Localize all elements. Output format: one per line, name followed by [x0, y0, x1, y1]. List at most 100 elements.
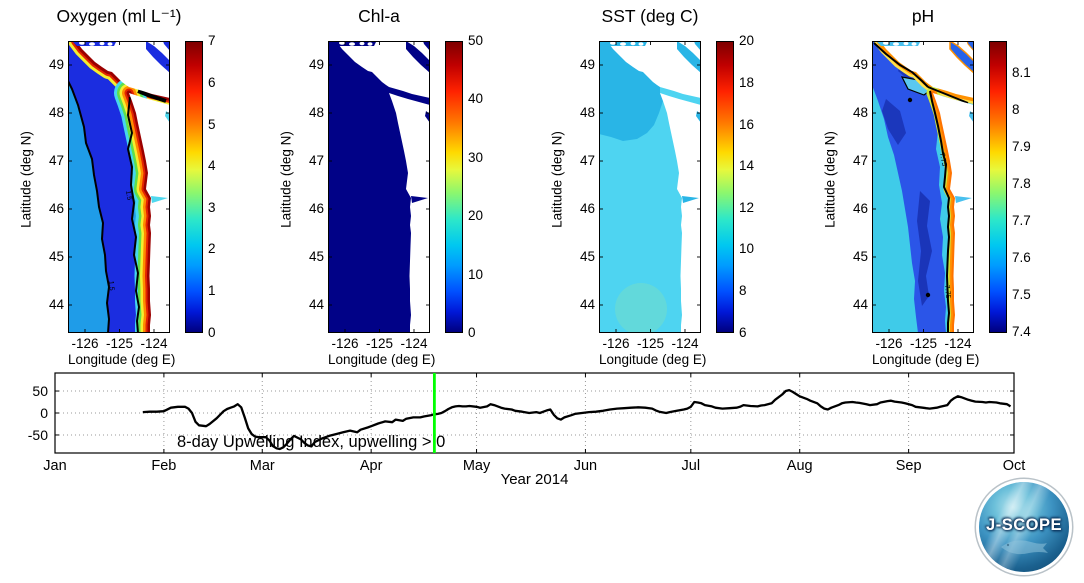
light-rays-art	[979, 482, 1069, 572]
ph-contour-7p75	[873, 42, 969, 333]
colorbar-tick-label: 6	[208, 74, 216, 90]
lon-tick-label: -125	[365, 336, 393, 351]
lat-tick-label: 47	[852, 153, 868, 168]
chla-heatmap	[328, 41, 430, 333]
lat-tick-label: 48	[48, 105, 64, 120]
map-ph: 7.75 7.75 49 48 47 46 45 44 -126 -125 -124	[853, 41, 974, 351]
panel-title-ph: pH	[911, 6, 935, 26]
plot-box	[54, 372, 1015, 454]
lon-tick-label: -126	[875, 336, 903, 351]
y-axis-label: Latitude (deg N)	[549, 131, 565, 228]
colorbar-tick-label: 8.1	[1012, 65, 1031, 81]
x-axis-label: Longitude (deg E)	[599, 352, 707, 367]
colorbar-tick-label: 50	[468, 33, 484, 48]
lat-tick-label: 49	[48, 57, 64, 72]
lon-tick-label: -126	[71, 336, 99, 351]
lon-tick-label: -124	[671, 336, 699, 351]
upwelling-annotation: 8-day Upwelling Index, upwelling > 0	[177, 433, 445, 451]
colorbar-tick-label: 7	[208, 33, 216, 48]
lon-tick-label: -126	[602, 336, 630, 351]
month-label: Feb	[151, 458, 176, 474]
y-tick-label: -50	[28, 427, 48, 443]
land-vancouver-island	[880, 41, 974, 98]
land-vancouver-island	[336, 41, 430, 98]
sst-warmer-patch	[615, 283, 667, 333]
lon-tick-label: -125	[636, 336, 664, 351]
lat-tick-label: 44	[48, 296, 64, 312]
colorbar-tick-label: 7.9	[1012, 139, 1031, 155]
land-mainland	[129, 93, 170, 333]
panel-title-oxygen: Oxygen (ml L⁻¹)	[56, 6, 182, 26]
colorbar-tick-label: 0	[208, 325, 216, 340]
jscope-logo-text: J-SCOPE	[986, 516, 1062, 534]
lat-tick-label: 44	[308, 296, 324, 312]
fish-icon	[1001, 540, 1048, 555]
colorbar-tick-label: 7.8	[1012, 176, 1031, 192]
lat-tick-label: 48	[308, 105, 324, 120]
jscope-logo-underwater-art: J-SCOPE	[979, 482, 1069, 572]
oxygen-contour-1p5	[68, 80, 141, 333]
map-panel-sst: SST (deg C) Latitude (deg N) 49 48 47 46 45 4…	[541, 0, 801, 370]
land-vancouver-island	[76, 41, 170, 98]
colorbar-tick-label: 12	[739, 199, 755, 215]
month-label: Jun	[574, 458, 597, 474]
x-axis-label: Longitude (deg E)	[68, 352, 176, 367]
lon-tick-label: -124	[400, 336, 428, 351]
lat-tick-label: 46	[579, 200, 595, 216]
map-panel-ph: pH Latitude (deg N)	[814, 0, 1074, 370]
colorbar-tick-label: 1	[208, 283, 216, 299]
colorbar-tick-label: 7.4	[1012, 324, 1031, 340]
y-axis-label: Latitude (deg N)	[18, 131, 34, 228]
map-sst: 49 48 47 46 45 44 -126 -125 -124	[580, 41, 701, 351]
lat-tick-label: 48	[852, 105, 868, 120]
lat-tick-label: 48	[579, 105, 595, 120]
panel-title-chla: Chl-a	[358, 6, 400, 26]
colorbar-tick-label: 0	[468, 325, 476, 340]
lat-tick-label: 46	[48, 200, 64, 216]
upwelling-index-line	[142, 388, 1012, 451]
strait-low-oxygen-band	[137, 89, 167, 103]
lat-tick-label: 49	[852, 57, 868, 72]
x-axis-label: Longitude (deg E)	[328, 352, 436, 367]
land-mainland	[389, 93, 430, 333]
contour-label: 7.75	[943, 285, 951, 299]
month-label: May	[463, 458, 491, 474]
colorbar-ph	[989, 41, 1007, 333]
colorbar-tick-label: 18	[739, 74, 755, 90]
colorbar-tick-label: 2	[208, 241, 216, 257]
colorbar-tick-label: 4	[208, 158, 216, 174]
y-axis-label: Latitude (deg N)	[822, 131, 838, 228]
land-mainland	[660, 93, 701, 333]
contour-label: 7.75	[938, 152, 947, 167]
month-label: Jul	[682, 458, 701, 474]
month-label: Aug	[787, 458, 813, 474]
ph-heatmap: 7.75 7.75	[872, 41, 974, 333]
lat-tick-label: 47	[308, 153, 324, 168]
month-label: Mar	[250, 458, 275, 474]
lon-tick-label: -124	[944, 336, 972, 351]
x-axis-label: Longitude (deg E)	[872, 352, 980, 367]
colorbar-tick-label: 40	[468, 91, 484, 107]
colorbar-tick-label: 7.5	[1012, 287, 1031, 303]
sst-heatmap	[599, 41, 701, 333]
lat-tick-label: 44	[852, 296, 868, 312]
lat-tick-label: 45	[308, 248, 324, 264]
colorbar-tick-label: 8	[739, 283, 747, 299]
month-label: Oct	[1003, 458, 1026, 474]
month-label: Sep	[896, 458, 922, 474]
colorbar-chla	[445, 41, 463, 333]
contour-label: 1.5	[124, 190, 133, 201]
colorbar-tick-label: 14	[739, 158, 755, 174]
lat-tick-label: 45	[579, 248, 595, 264]
map-panel-oxygen: Oxygen (ml L⁻¹) Latitude (deg N)	[10, 0, 270, 370]
month-label: Apr	[360, 458, 383, 474]
map-oxygen: 1.5 1.5 49 48 47 46 45 44 -126 -125 -124	[49, 41, 170, 351]
colorbar-tick-label: 6	[739, 325, 747, 340]
lat-tick-label: 47	[579, 153, 595, 168]
colorbar-tick-label: 7.6	[1012, 250, 1031, 266]
colorbar-tick-label: 10	[468, 266, 484, 282]
lat-tick-label: 49	[579, 57, 595, 72]
lon-tick-label: -125	[105, 336, 133, 351]
y-tick-label: 50	[32, 383, 48, 399]
